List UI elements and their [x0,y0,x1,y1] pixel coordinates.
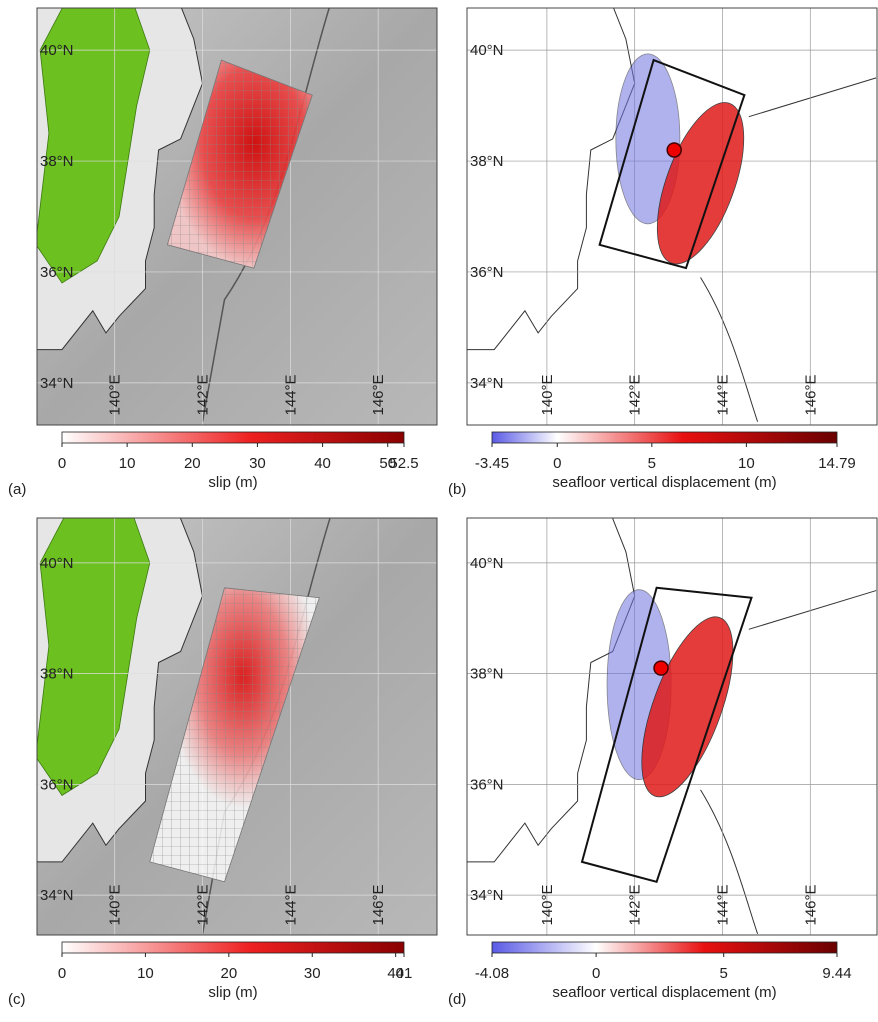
colorbar-tick-label: 10 [738,455,755,472]
lon-label: 142°E [627,884,644,925]
colorbar [492,942,837,953]
map-panel: 40°N 38°N 36°N 34°N 140°E 142°E 144°E 146°E 0 10 2… [5,508,437,1009]
colorbar-tick-label: 52.5 [389,455,418,472]
colorbar-tick-label: 0 [592,965,600,982]
lat-label: 38°N [470,666,504,683]
colorbar-tick-label: 41 [396,965,413,982]
lon-label: 146°E [370,884,387,925]
lon-label: 140°E [539,884,556,925]
colorbar-title: seafloor vertical displacement (m) [552,474,776,491]
lon-label: 144°E [714,374,731,415]
colorbar-tick-label: 20 [220,965,237,982]
colorbar-tick-label: 14.79 [818,455,856,472]
colorbar-tick-label: 10 [137,965,154,982]
map-body [5,0,437,425]
colorbar-title: slip (m) [208,984,257,1001]
colorbar [492,432,837,443]
lat-label: 40°N [470,42,504,59]
lat-label: 38°N [40,666,74,683]
map-panel: 40°N 38°N 36°N 34°N 140°E 142°E 144°E 146°E -4.0… [437,508,877,1009]
epicenter [654,661,668,675]
lon-label: 144°E [282,374,299,415]
lat-label: 34°N [40,375,74,392]
lon-label: 140°E [539,374,556,415]
panel-label: (d) [448,991,466,1008]
lon-label: 144°E [282,884,299,925]
lat-label: 34°N [40,887,74,904]
lon-label: 140°E [107,374,124,415]
colorbar-tick-label: 9.44 [822,965,851,982]
colorbar-title: slip (m) [208,474,257,491]
panel-label: (b) [448,481,466,498]
colorbar [62,432,404,443]
colorbar-tick-label: 0 [553,455,561,472]
map-body [437,0,877,425]
colorbar-tick-label: 30 [304,965,321,982]
lon-label: 146°E [802,374,819,415]
lat-label: 40°N [470,555,504,572]
lon-label: 146°E [370,374,387,415]
colorbar-tick-label: 0 [58,965,66,982]
lon-label: 146°E [802,884,819,925]
map-panel: 40°N 38°N 36°N 34°N 140°E 142°E 144°E 146°E 0 10 2… [5,0,437,498]
lat-label: 40°N [40,555,74,572]
epicenter [667,143,681,157]
lat-label: 36°N [470,776,504,793]
colorbar-tick-label: 20 [184,455,201,472]
colorbar-tick-label: 5 [720,965,728,982]
lat-label: 38°N [40,153,74,170]
colorbar [62,942,404,953]
lat-label: 36°N [40,264,74,281]
lat-label: 40°N [40,42,74,59]
colorbar-title: seafloor vertical displacement (m) [552,984,776,1001]
figure: 40°N 38°N 36°N 34°N 140°E 142°E 144°E 146°E 0 10 2… [0,0,878,1017]
lon-label: 144°E [714,884,731,925]
panel-label: (a) [8,481,26,498]
colorbar-tick-label: 30 [249,455,266,472]
colorbar-tick-label: 10 [119,455,136,472]
colorbar-tick-label: 40 [314,455,331,472]
colorbar-tick-label: -3.45 [475,455,509,472]
lat-label: 38°N [470,153,504,170]
colorbar-tick-label: 0 [58,455,66,472]
lat-label: 36°N [40,776,74,793]
map-panel: 40°N 38°N 36°N 34°N 140°E 142°E 144°E 146°E -3.4… [437,0,877,498]
panel-label: (c) [8,991,26,1008]
colorbar-tick-label: 5 [648,455,656,472]
lon-label: 142°E [195,374,212,415]
colorbar-tick-label: -4.08 [475,965,509,982]
lon-label: 142°E [195,884,212,925]
lat-label: 34°N [470,375,504,392]
lon-label: 140°E [107,884,124,925]
lon-label: 142°E [627,374,644,415]
lat-label: 34°N [470,887,504,904]
lat-label: 36°N [470,264,504,281]
